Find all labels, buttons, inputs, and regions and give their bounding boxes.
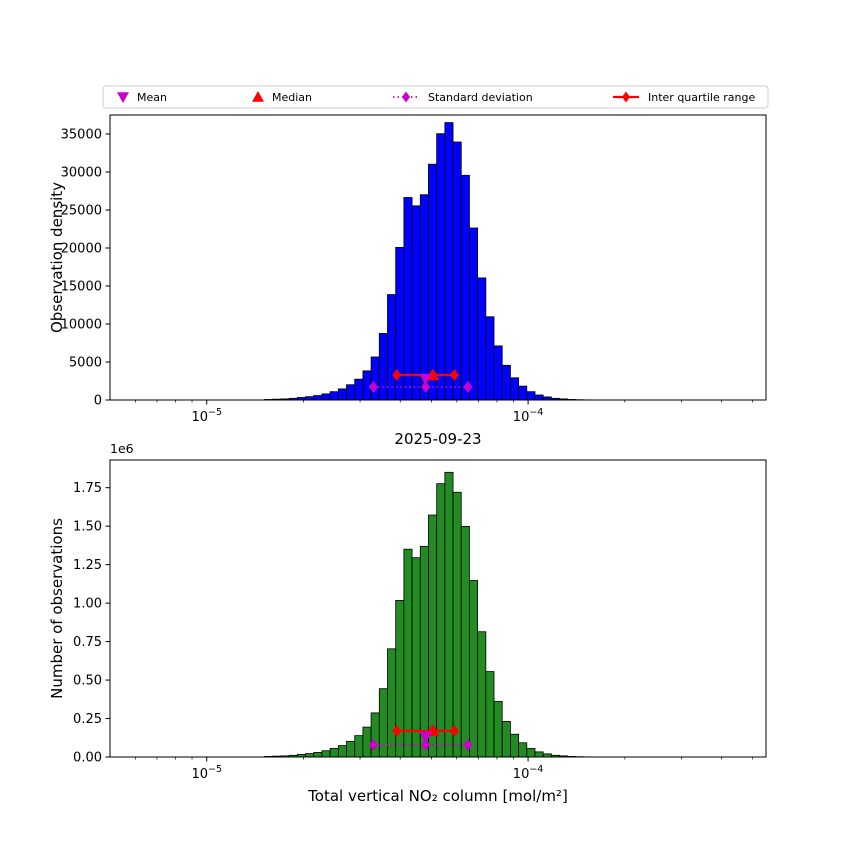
histogram-bar bbox=[322, 394, 330, 400]
histogram-bar bbox=[363, 727, 371, 757]
histogram-bar bbox=[379, 333, 387, 400]
y-axis-offset-label: 1e6 bbox=[110, 441, 134, 456]
histogram-bar bbox=[379, 689, 387, 757]
histogram-bar bbox=[437, 134, 445, 400]
histogram-bar bbox=[453, 142, 461, 400]
histogram-bar bbox=[469, 228, 477, 400]
y-tick-label: 25000 bbox=[61, 204, 102, 219]
histogram-bar bbox=[535, 395, 543, 400]
histogram-bar bbox=[527, 748, 535, 757]
histogram-bar bbox=[486, 672, 494, 757]
histogram-bar bbox=[412, 558, 420, 757]
histogram-bar bbox=[445, 123, 453, 400]
y-tick-label: 0.00 bbox=[73, 751, 102, 766]
histogram-bar bbox=[355, 379, 363, 400]
histogram-bar bbox=[338, 389, 346, 400]
histogram-bar bbox=[420, 546, 428, 757]
x-axis-label: Total vertical NO₂ column [mol/m²] bbox=[307, 787, 568, 805]
y-tick-label: 30000 bbox=[61, 166, 102, 181]
y-tick-label: 0.75 bbox=[73, 635, 102, 650]
histogram-bar bbox=[535, 752, 543, 757]
histogram-bar bbox=[355, 736, 363, 757]
histogram-bar bbox=[478, 278, 486, 400]
histogram-bar bbox=[347, 741, 355, 757]
y-tick-label: 0.50 bbox=[73, 674, 102, 689]
legend: Mean Median Standard deviation Inter quarti… bbox=[103, 86, 768, 108]
y-tick-label: 1.25 bbox=[73, 558, 102, 573]
legend-label: Inter quartile range bbox=[648, 91, 755, 104]
histogram-bar bbox=[314, 396, 322, 400]
y-tick-label: 15000 bbox=[61, 280, 102, 295]
histogram-bar bbox=[322, 751, 330, 757]
y-tick-label: 1.75 bbox=[73, 481, 102, 496]
y-axis-label: Observation density bbox=[48, 182, 66, 333]
legend-label: Mean bbox=[137, 91, 167, 104]
histogram-bar bbox=[387, 295, 395, 400]
histogram-bar bbox=[338, 746, 346, 757]
y-tick-label: 0.25 bbox=[73, 712, 102, 727]
y-axis-label: Number of observations bbox=[48, 518, 66, 699]
y-tick-label: 5000 bbox=[69, 356, 102, 371]
histogram-bar bbox=[330, 392, 338, 400]
histogram-bar bbox=[445, 472, 453, 757]
histogram-bar bbox=[486, 317, 494, 400]
histogram-bar bbox=[371, 357, 379, 400]
histogram-bar bbox=[412, 206, 420, 400]
y-tick-label: 20000 bbox=[61, 242, 102, 257]
histogram-bar bbox=[478, 632, 486, 757]
histogram-bar bbox=[314, 752, 322, 757]
histogram-bar bbox=[494, 701, 502, 757]
histogram-bar bbox=[510, 378, 518, 400]
histogram-bar bbox=[527, 392, 535, 400]
histogram-bar bbox=[519, 386, 527, 400]
y-tick-label: 1.50 bbox=[73, 520, 102, 535]
y-tick-label: 0 bbox=[94, 394, 102, 409]
histogram-bar bbox=[510, 734, 518, 757]
histogram-bar bbox=[330, 748, 338, 757]
histogram-bar bbox=[363, 371, 371, 400]
histogram-bar bbox=[371, 713, 379, 757]
histogram-bar bbox=[461, 175, 469, 400]
histogram-bar bbox=[469, 580, 477, 757]
histogram-bar bbox=[428, 515, 436, 757]
histogram-bar bbox=[494, 346, 502, 400]
histogram-bar bbox=[404, 549, 412, 757]
histogram-bar bbox=[404, 197, 412, 400]
histogram-bar bbox=[461, 526, 469, 757]
histogram-bar bbox=[428, 164, 436, 400]
plot-title: 2025-09-23 bbox=[394, 430, 481, 448]
histogram-bar bbox=[387, 649, 395, 757]
histogram-bar bbox=[420, 195, 428, 400]
y-tick-label: 1.00 bbox=[73, 597, 102, 612]
legend-label: Standard deviation bbox=[428, 91, 533, 104]
histogram-bar bbox=[519, 743, 527, 757]
histogram-bar bbox=[453, 492, 461, 757]
legend-label: Median bbox=[272, 91, 312, 104]
histogram-bar bbox=[347, 385, 355, 400]
histogram-bar bbox=[437, 484, 445, 757]
y-tick-label: 35000 bbox=[61, 128, 102, 143]
histogram-bar bbox=[502, 721, 510, 757]
histogram-bar bbox=[502, 365, 510, 400]
y-tick-label: 10000 bbox=[61, 318, 102, 333]
histogram-bar bbox=[306, 754, 314, 757]
